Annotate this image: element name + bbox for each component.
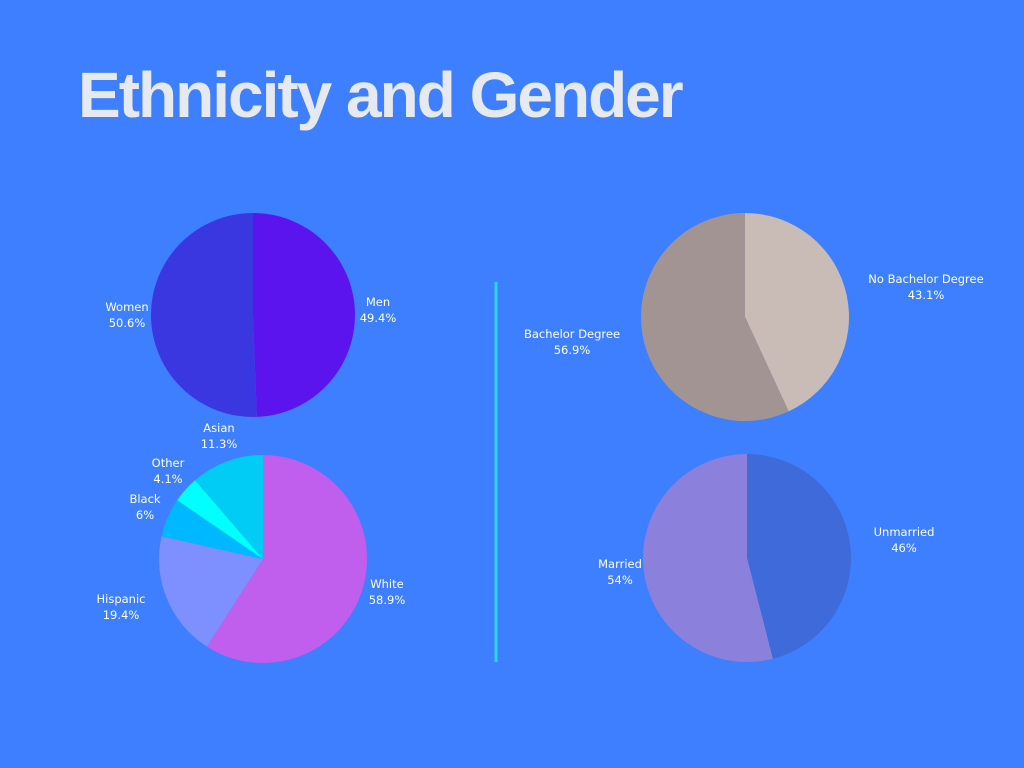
ethnicity-slice-other [177, 480, 263, 559]
ethnicity-slice-asian [195, 455, 263, 559]
ethnicity-label-white: White 58.9% [369, 577, 406, 607]
education-label-bachelor-degree: Bachelor Degree 56.9% [524, 327, 620, 357]
marital-status-label-unmarried: Unmarried 46% [874, 525, 935, 555]
gender-label-women: Women 50.6% [105, 300, 148, 330]
education-label-no-bachelor-degree: No Bachelor Degree 43.1% [868, 272, 983, 302]
education-slice-bachelor-degree [641, 213, 789, 421]
gender-label-men: Men 49.4% [360, 295, 397, 325]
marital-status-label-married: Married 54% [598, 557, 642, 587]
gender-slice-men [253, 213, 356, 417]
ethnicity-slice-black [161, 500, 263, 559]
marital-status-slice-married [643, 454, 773, 663]
gender-slice-women [151, 213, 257, 417]
ethnicity-label-hispanic: Hispanic 19.4% [97, 592, 146, 622]
education-slice-no-bachelor-degree [745, 213, 850, 412]
ethnicity-slice-hispanic [159, 536, 263, 647]
ethnicity-label-black: Black 6% [129, 492, 160, 522]
page-title: Ethnicity and Gender [78, 59, 684, 131]
marital-status-slice-unmarried [747, 454, 852, 659]
ethnicity-label-asian: Asian 11.3% [201, 421, 238, 451]
ethnicity-label-other: Other 4.1% [152, 456, 185, 486]
ethnicity-slice-white [206, 455, 368, 664]
